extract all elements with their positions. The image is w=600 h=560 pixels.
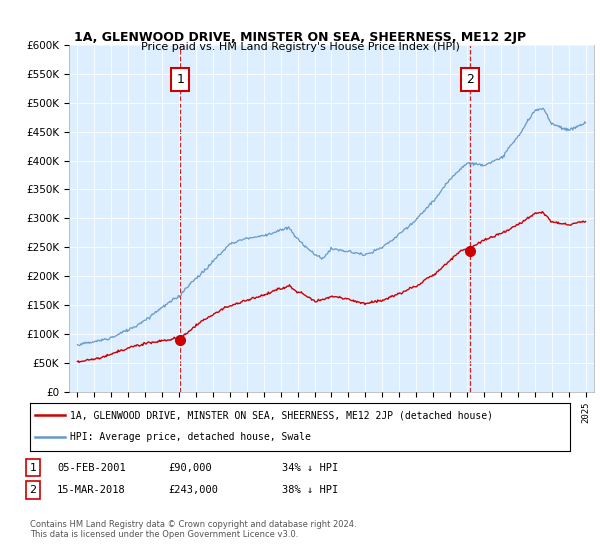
Text: 2: 2 [466,73,475,86]
Text: 1A, GLENWOOD DRIVE, MINSTER ON SEA, SHEERNESS, ME12 2JP: 1A, GLENWOOD DRIVE, MINSTER ON SEA, SHEE… [74,31,526,44]
Text: £90,000: £90,000 [168,463,212,473]
Text: 38% ↓ HPI: 38% ↓ HPI [282,485,338,495]
Text: Price paid vs. HM Land Registry's House Price Index (HPI): Price paid vs. HM Land Registry's House … [140,42,460,52]
Text: 15-MAR-2018: 15-MAR-2018 [57,485,126,495]
Text: 34% ↓ HPI: 34% ↓ HPI [282,463,338,473]
Text: HPI: Average price, detached house, Swale: HPI: Average price, detached house, Swal… [71,432,311,442]
Text: 1: 1 [29,463,37,473]
Text: Contains HM Land Registry data © Crown copyright and database right 2024.
This d: Contains HM Land Registry data © Crown c… [30,520,356,539]
Text: £243,000: £243,000 [168,485,218,495]
Text: 2: 2 [29,485,37,495]
Text: 1: 1 [176,73,184,86]
Text: 05-FEB-2001: 05-FEB-2001 [57,463,126,473]
Text: 1A, GLENWOOD DRIVE, MINSTER ON SEA, SHEERNESS, ME12 2JP (detached house): 1A, GLENWOOD DRIVE, MINSTER ON SEA, SHEE… [71,410,493,420]
